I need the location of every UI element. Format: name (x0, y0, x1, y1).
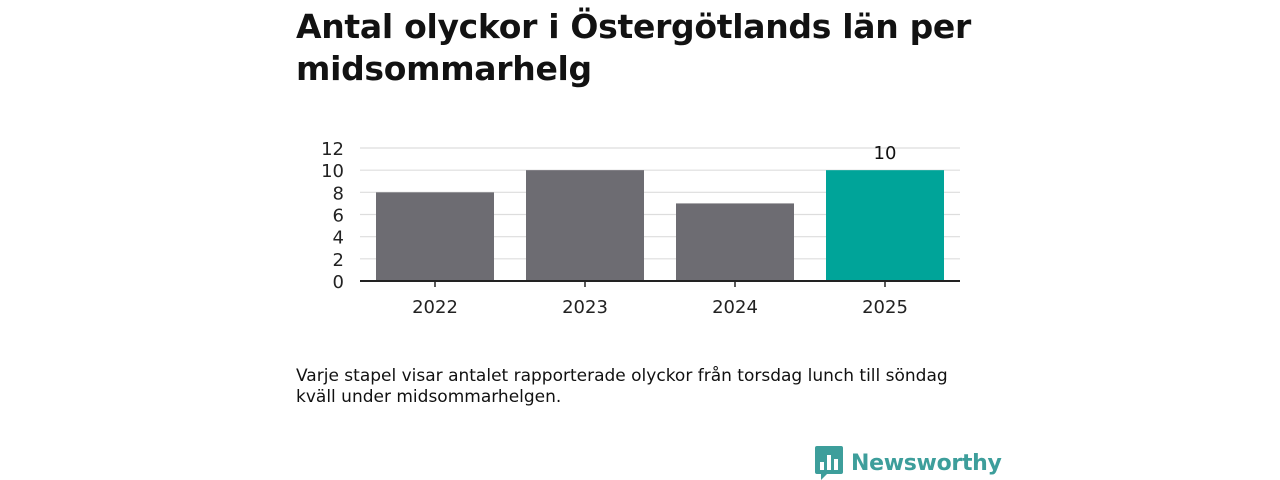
newsworthy-logo-icon (815, 446, 843, 480)
x-tick-label: 2024 (712, 297, 758, 318)
bar (826, 170, 944, 281)
axes (360, 280, 960, 287)
y-tick-label: 10 (321, 161, 344, 182)
y-tick-label: 8 (333, 183, 344, 204)
chart-caption: Varje stapel visar antalet rapporterade … (296, 366, 948, 407)
chart-title: Antal olyckor i Östergötlands län per mi… (296, 7, 971, 88)
bars (376, 170, 944, 281)
y-tick-label: 4 (333, 228, 344, 249)
bar (676, 203, 794, 281)
y-tick-label: 6 (333, 206, 344, 227)
x-tick-label: 2023 (562, 297, 608, 318)
y-tick-label: 12 (321, 139, 344, 160)
bar (526, 170, 644, 281)
x-tick-label: 2022 (412, 297, 458, 318)
bar (376, 192, 494, 281)
newsworthy-logo: Newsworthy (815, 446, 1002, 480)
brand-name: Newsworthy (851, 450, 1002, 476)
y-tick-label: 2 (333, 250, 344, 271)
data-label: 10 (874, 143, 897, 164)
y-tick-label: 0 (333, 272, 344, 293)
x-tick-label: 2025 (862, 297, 908, 318)
